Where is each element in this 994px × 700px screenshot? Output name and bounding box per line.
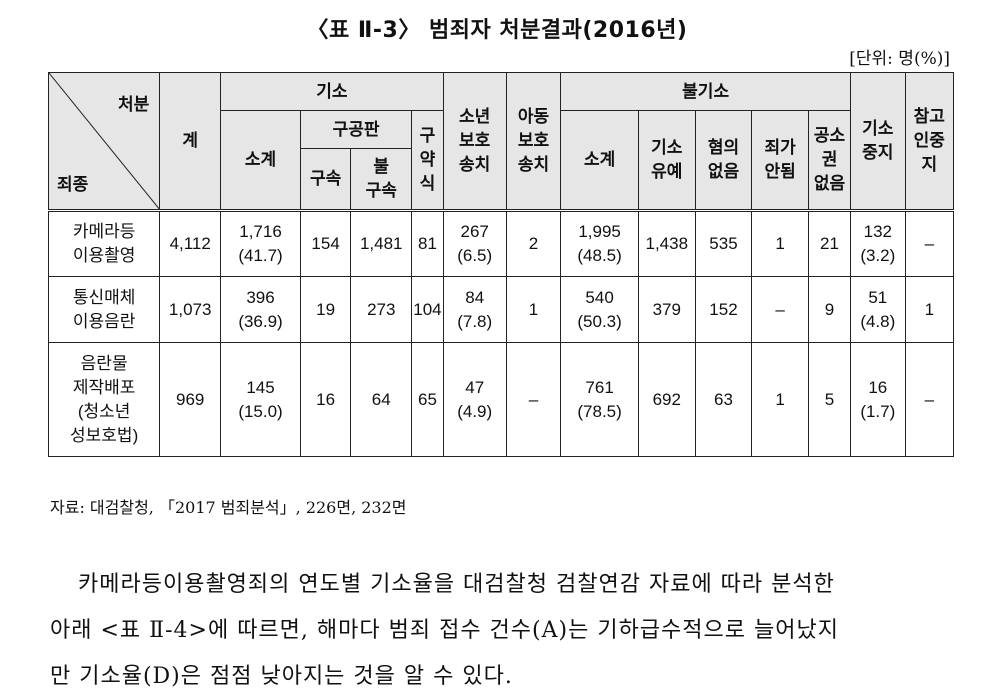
cell-np-subtotal: 540 (50.3) [560, 276, 639, 343]
cell-summary: 65 [411, 342, 444, 457]
disposition-table: 처분 죄종 계 기소 소년 보호 송치 아동 보호 송치 불기소 기소 중지 참고 인중 지 … [47, 72, 955, 457]
cell-total: 969 [159, 342, 222, 457]
header-stopped: 기소 중지 [850, 72, 906, 211]
header-non-prosecution: 불기소 [560, 72, 852, 111]
cell-not-crime: 1 [751, 342, 809, 457]
header-child: 아동 보호 송치 [505, 72, 562, 211]
cell-child: 1 [505, 276, 562, 343]
body-paragraph: 카메라등이용촬영죄의 연도별 기소율을 대검찰청 검찰연감 자료에 따라 분석한… [50, 562, 950, 700]
cell-juvenile: 267 (6.5) [442, 209, 507, 277]
header-public-trial: 구공판 [299, 110, 413, 149]
row-label: 통신매체 이용음란 [47, 276, 161, 343]
header-total: 계 [159, 72, 222, 211]
cell-not-detained: 1,481 [350, 209, 413, 277]
cell-witness: – [904, 209, 955, 277]
table-title: 〈표 Ⅱ-3〉 범죄자 처분결과(2016년) [306, 18, 688, 43]
header-prosecution-subtotal: 소계 [220, 110, 301, 211]
cell-witness: – [904, 342, 955, 457]
cell-np-subtotal: 761 (78.5) [560, 342, 639, 457]
cell-detained: 16 [299, 342, 352, 457]
cell-total: 4,112 [159, 209, 222, 277]
cell-no-suspicion: 152 [694, 276, 753, 343]
corner-top-label: 처분 [117, 95, 150, 114]
corner-bottom-label: 죄종 [57, 175, 89, 194]
cell-stopped: 132 (3.2) [850, 209, 906, 277]
cell-stopped: 51 (4.8) [850, 276, 906, 343]
cell-suspended: 379 [637, 276, 696, 343]
diagonal-line [49, 73, 159, 209]
header-prosecution: 기소 [220, 72, 444, 111]
header-juvenile: 소년 보호 송치 [442, 72, 507, 211]
cell-child: – [505, 342, 562, 457]
cell-no-right: 21 [807, 209, 852, 277]
cell-detained: 154 [299, 209, 352, 277]
cell-total: 1,073 [159, 276, 222, 343]
cell-not-detained: 273 [350, 276, 413, 343]
cell-stopped: 16 (1.7) [850, 342, 906, 457]
cell-suspended: 692 [637, 342, 696, 457]
cell-no-suspicion: 535 [694, 209, 753, 277]
row-label: 카메라등 이용촬영 [47, 209, 161, 277]
header-not-detained: 불 구속 [350, 148, 413, 211]
cell-not-crime: – [751, 276, 809, 343]
header-no-right: 공소 권 없음 [807, 110, 852, 211]
cell-no-suspicion: 63 [694, 342, 753, 457]
corner-header-cell: 처분 죄종 [47, 72, 161, 211]
unit-label: [단위: 명(%)] [849, 49, 950, 69]
source-note: 자료: 대검찰청, 「2017 범죄분석」, 226면, 232면 [50, 498, 407, 517]
paragraph-line: 아래 <표 Ⅱ-4>에 따르면, 해마다 범죄 접수 건수(A)는 기하급수적으… [50, 618, 839, 643]
cell-juvenile: 47 (4.9) [442, 342, 507, 457]
cell-child: 2 [505, 209, 562, 277]
cell-summary: 81 [411, 209, 444, 277]
table-row: 통신매체 이용음란 1,073 396 (36.9) 19 273 104 84 (7… [47, 276, 955, 343]
header-np-subtotal: 소계 [560, 110, 639, 211]
cell-prosecution-subtotal: 145 (15.0) [220, 342, 301, 457]
cell-suspended: 1,438 [637, 209, 696, 277]
row-label: 음란물 제작배포 (청소년 성보호법) [47, 342, 161, 457]
paragraph-line: 카메라등이용촬영죄의 연도별 기소율을 대검찰청 검찰연감 자료에 따라 분석한 [78, 572, 835, 597]
paragraph-line: 만 기소율(D)은 점점 낮아지는 것을 알 수 있다. [50, 664, 513, 689]
cell-witness: 1 [904, 276, 955, 343]
header-detained: 구속 [299, 148, 352, 211]
table-row: 음란물 제작배포 (청소년 성보호법) 969 145 (15.0) 16 64 65 … [47, 342, 955, 457]
cell-not-crime: 1 [751, 209, 809, 277]
cell-np-subtotal: 1,995 (48.5) [560, 209, 639, 277]
header-witness-stopped: 참고 인중 지 [904, 72, 955, 211]
table-row: 카메라등 이용촬영 4,112 1,716 (41.7) 154 1,481 81 … [47, 209, 955, 277]
cell-no-right: 5 [807, 342, 852, 457]
cell-prosecution-subtotal: 396 (36.9) [220, 276, 301, 343]
cell-prosecution-subtotal: 1,716 (41.7) [220, 209, 301, 277]
header-no-suspicion: 혐의 없음 [694, 110, 753, 211]
cell-not-detained: 64 [350, 342, 413, 457]
cell-no-right: 9 [807, 276, 852, 343]
header-not-crime: 죄가 안됨 [751, 110, 809, 211]
cell-detained: 19 [299, 276, 352, 343]
cell-juvenile: 84 (7.8) [442, 276, 507, 343]
cell-summary: 104 [411, 276, 444, 343]
header-suspended: 기소 유예 [637, 110, 696, 211]
